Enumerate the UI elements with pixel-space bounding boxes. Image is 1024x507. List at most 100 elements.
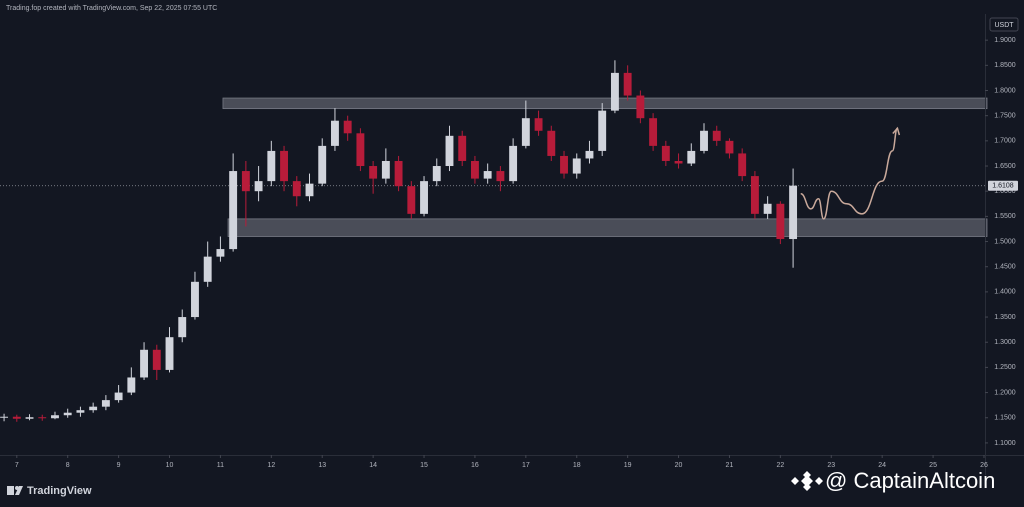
candle-body xyxy=(241,171,250,192)
y-tick-label: 1.1500 xyxy=(994,415,1016,422)
x-tick-label: 8 xyxy=(66,462,70,469)
candle-body xyxy=(381,160,390,179)
y-tick-label: 1.7000 xyxy=(994,138,1016,145)
watermark-icon xyxy=(791,471,823,491)
x-tick-label: 22 xyxy=(776,462,784,469)
brand-logo xyxy=(7,486,23,495)
zone xyxy=(222,97,988,110)
y-tick-label: 1.4500 xyxy=(994,264,1016,271)
y-tick-label: 1.5000 xyxy=(994,238,1016,245)
candle-body xyxy=(789,185,798,240)
y-tick-label: 1.3500 xyxy=(994,314,1016,321)
candle-body xyxy=(598,110,607,151)
candle-body xyxy=(776,203,785,240)
candle-body xyxy=(750,176,759,214)
candle-body xyxy=(432,166,441,182)
projection-arrowhead xyxy=(892,126,901,136)
candle-body xyxy=(649,118,658,146)
candle-body xyxy=(470,160,479,179)
y-tick-label: 1.9000 xyxy=(994,37,1016,44)
last-price-box xyxy=(988,180,1018,191)
x-tick-label: 18 xyxy=(573,462,581,469)
candle-body xyxy=(178,317,187,338)
candle-body xyxy=(509,145,518,182)
candle-body xyxy=(585,150,594,159)
candle-body xyxy=(101,400,110,407)
currency-box xyxy=(989,17,1019,32)
candle-body xyxy=(687,150,696,164)
candle-body xyxy=(267,150,276,182)
candle-body xyxy=(712,130,721,141)
watermark-logo xyxy=(791,471,823,491)
y-tick-label: 1.1000 xyxy=(994,440,1016,447)
logo-shape xyxy=(7,486,14,495)
candle-body xyxy=(292,181,301,197)
candle-body xyxy=(420,181,428,214)
y-tick-label: 1.5500 xyxy=(994,213,1016,220)
x-tick-label: 26 xyxy=(980,462,988,469)
candle-body xyxy=(89,406,98,411)
candle-body xyxy=(356,133,365,167)
x-tick-label: 12 xyxy=(267,462,275,469)
candle-body xyxy=(547,130,556,156)
candle-body xyxy=(63,412,72,416)
y-tick-label: 1.8000 xyxy=(994,87,1016,94)
candle-body xyxy=(763,203,772,214)
header: Trading.fop created with TradingView.com… xyxy=(6,5,217,12)
candle-body xyxy=(51,415,59,419)
currency: USDT xyxy=(994,22,1014,29)
x-tick-label: 13 xyxy=(318,462,326,469)
x-tick-label: 24 xyxy=(878,462,886,469)
candle-body xyxy=(610,72,619,111)
candle-body xyxy=(636,95,645,119)
x-tick-label: 11 xyxy=(217,462,224,469)
last-price-label: 1.6108 xyxy=(992,183,1014,190)
zone xyxy=(227,218,988,237)
candle-body xyxy=(700,130,708,151)
x-tick-label: 7 xyxy=(15,462,19,469)
candle-body xyxy=(534,118,543,131)
plot-area xyxy=(0,60,988,422)
y-tick-label: 1.8500 xyxy=(994,62,1016,69)
y-tick-label: 1.4000 xyxy=(994,289,1016,296)
y-tick-label: 1.3000 xyxy=(994,339,1016,346)
candle-body xyxy=(38,417,47,419)
y-tick-label: 1.6000 xyxy=(994,188,1016,195)
brand: TradingView xyxy=(27,485,92,497)
x-tick-label: 17 xyxy=(522,462,530,469)
candle-body xyxy=(12,416,21,419)
candle-body xyxy=(0,416,9,418)
y-tick-label: 1.2500 xyxy=(994,364,1016,371)
candle-body xyxy=(521,118,530,146)
candle-body xyxy=(127,377,136,393)
candle-body xyxy=(738,153,747,177)
candle-body xyxy=(445,135,454,167)
candle-body xyxy=(280,150,288,182)
logo-shape xyxy=(15,486,23,495)
candle-body xyxy=(623,72,632,96)
watermark: @ CaptainAltcoin xyxy=(825,468,995,493)
x-tick-label: 9 xyxy=(117,462,121,469)
candle-body xyxy=(216,249,225,257)
x-tick-label: 15 xyxy=(420,462,428,469)
candle-body xyxy=(394,160,403,187)
candle-body xyxy=(229,171,238,250)
candle-body xyxy=(369,166,378,179)
candle-body xyxy=(483,171,492,179)
x-tick-label: 25 xyxy=(929,462,937,469)
candle-body xyxy=(407,186,416,214)
candle-body xyxy=(661,145,670,161)
candle-body xyxy=(140,349,149,378)
candle-body xyxy=(76,410,85,413)
candle-body xyxy=(114,392,123,401)
x-tick-label: 21 xyxy=(726,462,734,469)
candle-body xyxy=(152,349,161,370)
candle-body xyxy=(458,135,467,161)
x-tick-label: 10 xyxy=(166,462,174,469)
candle-body xyxy=(331,120,339,146)
candle-body xyxy=(25,417,34,419)
y-tick-label: 1.6500 xyxy=(994,163,1016,170)
candle-body xyxy=(674,160,683,164)
